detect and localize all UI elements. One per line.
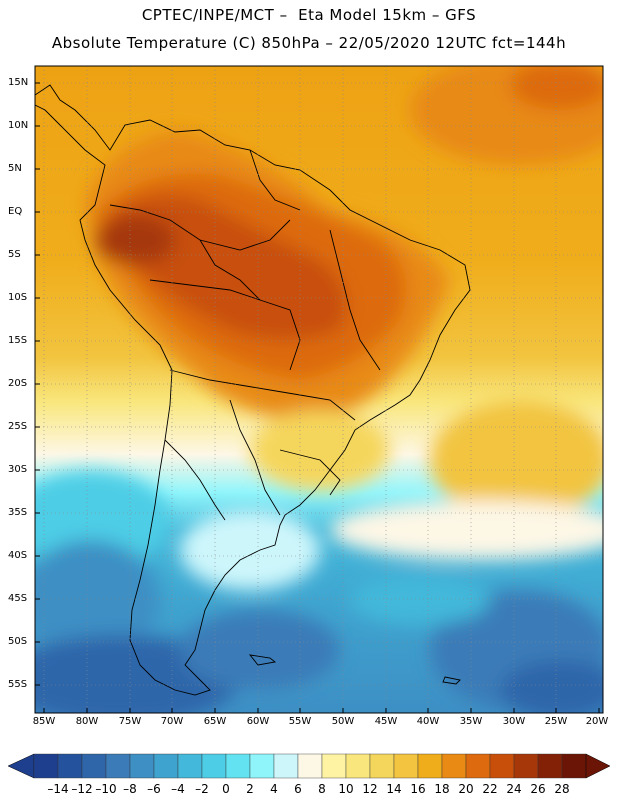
color-bar-swatch [297, 753, 323, 779]
title-line-1: CPTEC/INPE/MCT – Eta Model 15km – GFS [141, 6, 477, 24]
color-bar-swatch [345, 753, 371, 779]
color-bar-label: 20 [458, 782, 474, 796]
color-bar-label: –8 [123, 782, 137, 796]
lon-label: 55W [288, 716, 312, 727]
color-bar-swatch [81, 753, 107, 779]
color-bar-label: –6 [147, 782, 161, 796]
lon-label: 25W [544, 716, 568, 727]
color-bar-label: 24 [506, 782, 522, 796]
lon-label: 65W [203, 716, 227, 727]
color-bar-swatch [369, 753, 395, 779]
color-bar [7, 753, 611, 779]
color-bar-label: 16 [410, 782, 426, 796]
lat-label: 50S [8, 636, 28, 647]
color-bar-swatch [489, 753, 515, 779]
color-bar-label: –14 [47, 782, 69, 796]
color-bar-label: –12 [71, 782, 93, 796]
lon-label: 35W [459, 716, 483, 727]
lat-label: 10S [8, 292, 28, 303]
color-bar-label: –4 [171, 782, 185, 796]
lat-label: 10N [8, 120, 29, 131]
color-bar-swatch [177, 753, 203, 779]
color-bar-swatch [153, 753, 179, 779]
color-bar-label: 4 [270, 782, 278, 796]
graticule [35, 66, 603, 713]
color-bar-swatch [321, 753, 347, 779]
color-bar-label: 10 [338, 782, 354, 796]
lon-label: 75W [118, 716, 142, 727]
color-bar-label: 26 [530, 782, 546, 796]
color-bar-swatch [57, 753, 83, 779]
color-bar-label: 2 [246, 782, 254, 796]
lat-label: 5N [8, 163, 22, 174]
color-bar-label: 18 [434, 782, 450, 796]
temperature-map [34, 65, 604, 714]
lat-label: EQ [8, 206, 23, 217]
title-line-2: Absolute Temperature (C) 850hPa – 22/05/… [51, 34, 567, 52]
color-bar-swatch [225, 753, 251, 779]
lat-label: 55S [8, 679, 28, 690]
lat-label: 35S [8, 507, 28, 518]
lon-label: 60W [246, 716, 270, 727]
map-frame [34, 65, 604, 714]
lon-label: 20W [585, 716, 609, 727]
color-bar-label: 0 [222, 782, 230, 796]
color-bar-swatch [201, 753, 227, 779]
lon-label: 50W [331, 716, 355, 727]
lon-label: 70W [160, 716, 184, 727]
color-bar-arrow-left [7, 753, 35, 779]
color-bar-swatch [561, 753, 587, 779]
lat-label: 30S [8, 464, 28, 475]
temperature-field [35, 66, 603, 713]
color-bar-arrow-right [585, 753, 611, 779]
color-bar-label: 14 [386, 782, 402, 796]
color-bar-label: 12 [362, 782, 378, 796]
color-bar-label: 6 [294, 782, 302, 796]
color-bar-swatch [129, 753, 155, 779]
color-bar-label: 22 [482, 782, 498, 796]
lat-label: 15N [8, 77, 29, 88]
lon-label: 40W [416, 716, 440, 727]
color-bar-swatch [465, 753, 491, 779]
color-bar-swatch [537, 753, 563, 779]
color-bar-label: –2 [195, 782, 209, 796]
lat-label: 45S [8, 593, 28, 604]
lon-label: 85W [32, 716, 56, 727]
lon-label: 80W [75, 716, 99, 727]
color-bar-swatch [417, 753, 443, 779]
lon-label: 45W [374, 716, 398, 727]
color-bar-swatch [105, 753, 131, 779]
color-bar-swatch [441, 753, 467, 779]
color-bar-swatch [273, 753, 299, 779]
axis-ticks [35, 82, 600, 713]
lat-label: 5S [8, 249, 21, 260]
color-bar-label: 28 [554, 782, 570, 796]
lat-label: 40S [8, 550, 28, 561]
color-bar-swatch [393, 753, 419, 779]
lat-label: 20S [8, 378, 28, 389]
lon-label: 30W [502, 716, 526, 727]
color-bar-swatch [513, 753, 539, 779]
color-bar-swatch [33, 753, 59, 779]
lat-label: 15S [8, 335, 28, 346]
color-bar-swatch [249, 753, 275, 779]
color-bar-label: –10 [95, 782, 117, 796]
lat-label: 25S [8, 421, 28, 432]
color-bar-label: 8 [318, 782, 326, 796]
